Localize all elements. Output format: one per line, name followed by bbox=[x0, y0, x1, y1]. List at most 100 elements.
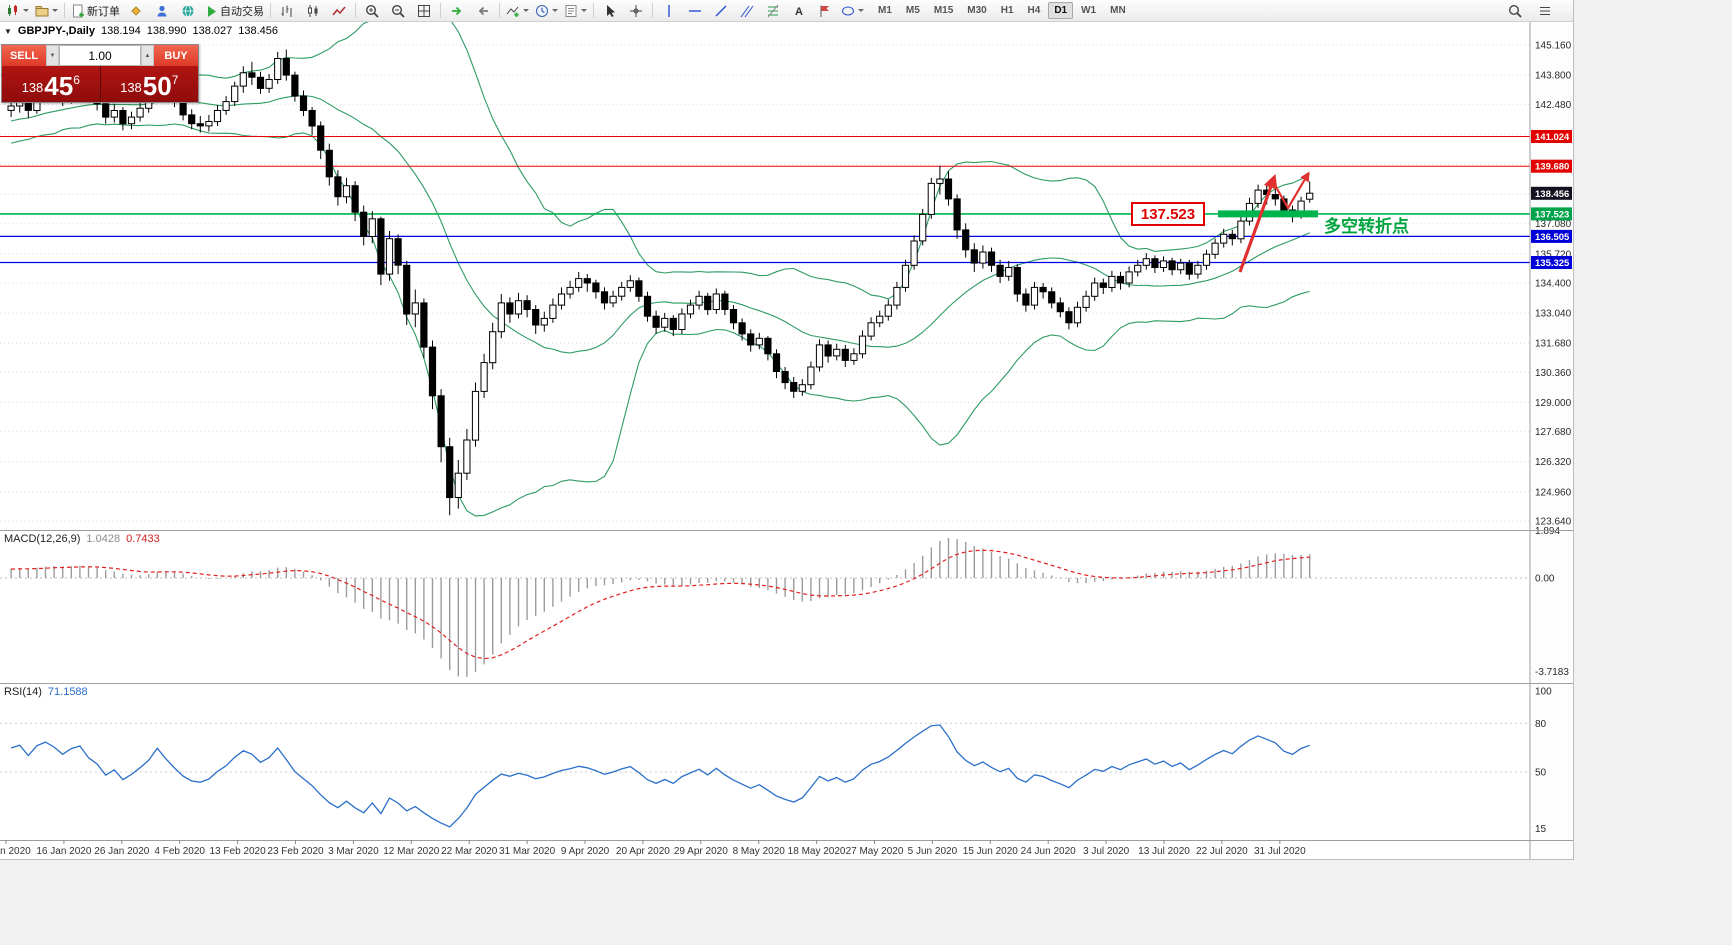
timeframe-h1-button[interactable]: H1 bbox=[1000, 5, 1014, 16]
close-value: 138.456 bbox=[238, 25, 279, 37]
buy-price[interactable]: 138 50 7 bbox=[101, 66, 199, 102]
fibonacci-button[interactable] bbox=[760, 1, 786, 21]
line-chart-mode-button[interactable] bbox=[326, 1, 352, 21]
timeframe-m15-button[interactable]: M15 bbox=[933, 5, 954, 16]
svg-text:136.505: 136.505 bbox=[1535, 232, 1570, 243]
volume-increase-button[interactable]: ▲ bbox=[141, 45, 154, 66]
svg-text:8 May 2020: 8 May 2020 bbox=[733, 846, 786, 857]
svg-text:27 May 2020: 27 May 2020 bbox=[846, 846, 904, 857]
zoom-out-button[interactable] bbox=[385, 1, 411, 21]
timeframe-d1-button[interactable]: D1 bbox=[1048, 2, 1074, 19]
svg-text:20 Apr 2020: 20 Apr 2020 bbox=[616, 846, 670, 857]
line-chart-mode-icon bbox=[332, 4, 346, 18]
chart-profiles-button[interactable] bbox=[32, 1, 61, 21]
svg-text:-3.7183: -3.7183 bbox=[1535, 667, 1569, 678]
bar-chart-mode-button[interactable] bbox=[274, 1, 300, 21]
chart-shift-icon bbox=[476, 4, 490, 18]
auto-trading-icon bbox=[204, 4, 218, 18]
vertical-line-icon bbox=[662, 4, 676, 18]
annotations[interactable]: 137.523 多空转折点 bbox=[1131, 171, 1409, 273]
rsi-pane bbox=[0, 722, 1530, 828]
trendline-button[interactable] bbox=[708, 1, 734, 21]
indicators-button[interactable] bbox=[503, 1, 532, 21]
pane-separators[interactable] bbox=[0, 530, 1573, 841]
timeframe-m30-button[interactable]: M30 bbox=[967, 5, 987, 16]
market-button[interactable] bbox=[175, 1, 201, 21]
crosshair-button[interactable] bbox=[623, 1, 649, 21]
timeframe-w1-button[interactable]: W1 bbox=[1081, 5, 1097, 16]
timeframe-toolbar: M1 M5 M15 M30 H1 H4 D1 W1 MN bbox=[871, 2, 1133, 19]
buy-button[interactable]: BUY bbox=[154, 45, 198, 66]
market-icon bbox=[181, 4, 195, 18]
new-order-button[interactable]: 新订单 bbox=[68, 1, 123, 21]
timeframe-m1-button[interactable]: M1 bbox=[878, 5, 892, 16]
text-label-icon bbox=[818, 4, 832, 18]
trendline-icon bbox=[714, 4, 728, 18]
svg-text:13 Feb 2020: 13 Feb 2020 bbox=[210, 846, 267, 857]
svg-text:12 Mar 2020: 12 Mar 2020 bbox=[383, 846, 440, 857]
equidistant-channel-button[interactable] bbox=[734, 1, 760, 21]
text-button[interactable]: A bbox=[786, 1, 812, 21]
svg-text:80: 80 bbox=[1535, 719, 1547, 730]
svg-text:145.160: 145.160 bbox=[1535, 41, 1572, 52]
cursor-icon bbox=[603, 4, 617, 18]
timeframe-mn-button[interactable]: MN bbox=[1110, 5, 1126, 16]
svg-text:137.080: 137.080 bbox=[1535, 219, 1572, 230]
sell-button[interactable]: SELL bbox=[2, 45, 46, 66]
svg-text:24 Jun 2020: 24 Jun 2020 bbox=[1021, 846, 1076, 857]
cursor-button[interactable] bbox=[597, 1, 623, 21]
periods-button[interactable] bbox=[532, 1, 561, 21]
chart-area[interactable]: 137.523 多空转折点 145.160 143.800 142.480 137.080… bbox=[0, 22, 1573, 859]
svg-text:3 Mar 2020: 3 Mar 2020 bbox=[328, 846, 379, 857]
metaeditor-button[interactable] bbox=[123, 1, 149, 21]
zigzag-arrow bbox=[1271, 171, 1310, 211]
candle-chart-mode-button[interactable] bbox=[300, 1, 326, 21]
dropdown-caret-icon bbox=[52, 9, 58, 12]
auto-trading-label: 自动交易 bbox=[220, 5, 264, 18]
svg-text:22 Mar 2020: 22 Mar 2020 bbox=[441, 846, 498, 857]
symbol-search-button[interactable] bbox=[1502, 1, 1528, 21]
tile-windows-button[interactable] bbox=[411, 1, 437, 21]
toolbar: 新订单 自动交易 A M1 M5 M15 M30 H1 H4 D1 W1 MN bbox=[0, 0, 1573, 22]
zoom-in-icon bbox=[365, 4, 379, 18]
templates-button[interactable] bbox=[561, 1, 590, 21]
svg-text:13 Jul 2020: 13 Jul 2020 bbox=[1138, 846, 1190, 857]
shapes-icon bbox=[841, 4, 855, 18]
svg-text:124.960: 124.960 bbox=[1535, 487, 1572, 498]
svg-text:137.523: 137.523 bbox=[1535, 209, 1569, 220]
volume-decrease-button[interactable]: ▼ bbox=[46, 45, 59, 66]
auto-scroll-button[interactable] bbox=[444, 1, 470, 21]
sell-price[interactable]: 138 45 6 bbox=[2, 66, 101, 102]
timeframe-h4-button[interactable]: H4 bbox=[1027, 5, 1041, 16]
svg-text:9 Apr 2020: 9 Apr 2020 bbox=[561, 846, 610, 857]
auto-trading-button[interactable]: 自动交易 bbox=[201, 1, 267, 21]
window-list-button[interactable] bbox=[1532, 1, 1558, 21]
sell-pips: 45 bbox=[44, 71, 74, 101]
new-chart-button[interactable] bbox=[3, 1, 32, 21]
horizontal-line-button[interactable] bbox=[682, 1, 708, 21]
chart-background bbox=[0, 22, 1573, 859]
chart-canvas[interactable]: 137.523 多空转折点 145.160 143.800 142.480 137.080… bbox=[0, 22, 1573, 859]
collapse-widget-icon[interactable]: ▼ bbox=[4, 26, 12, 36]
timeframe-m5-button[interactable]: M5 bbox=[905, 5, 920, 16]
svg-text:1.894: 1.894 bbox=[1535, 526, 1560, 537]
shapes-button[interactable] bbox=[838, 1, 867, 21]
turning-point-text: 多空转折点 bbox=[1324, 216, 1409, 236]
volume-control: ▼ ▲ bbox=[46, 45, 154, 66]
vertical-line-button[interactable] bbox=[656, 1, 682, 21]
svg-text:31 Mar 2020: 31 Mar 2020 bbox=[499, 846, 556, 857]
chart-shift-button[interactable] bbox=[470, 1, 496, 21]
svg-text:16 Jan 2020: 16 Jan 2020 bbox=[36, 846, 91, 857]
zoom-out-icon bbox=[391, 4, 405, 18]
community-icon bbox=[155, 4, 169, 18]
text-label-button[interactable] bbox=[812, 1, 838, 21]
zoom-in-button[interactable] bbox=[359, 1, 385, 21]
volume-input[interactable] bbox=[59, 45, 141, 66]
periods-icon bbox=[535, 4, 549, 18]
price-scale[interactable]: 145.160 143.800 142.480 137.080 135.720 134.4… bbox=[1529, 22, 1573, 859]
macd-pane bbox=[0, 538, 1530, 677]
svg-text:133.040: 133.040 bbox=[1535, 309, 1572, 320]
community-button[interactable] bbox=[149, 1, 175, 21]
